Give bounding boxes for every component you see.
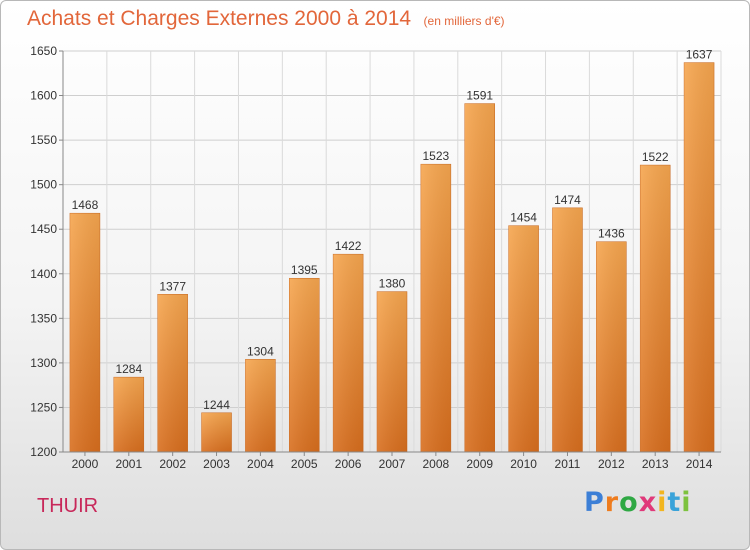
logo-letter: r bbox=[604, 487, 620, 518]
y-tick-label: 1250 bbox=[30, 400, 57, 414]
x-tick-label: 2014 bbox=[686, 457, 713, 471]
bar-value-label: 1637 bbox=[686, 48, 713, 62]
y-tick-label: 1400 bbox=[30, 267, 57, 281]
x-tick-label: 2000 bbox=[72, 457, 99, 471]
bar-value-label: 1523 bbox=[423, 149, 450, 163]
bar-shade bbox=[508, 225, 539, 452]
y-tick-label: 1600 bbox=[30, 89, 57, 103]
x-tick-label: 2004 bbox=[247, 457, 274, 471]
logo-letter: i bbox=[681, 487, 692, 518]
bar-shade bbox=[640, 165, 671, 452]
y-tick-label: 1300 bbox=[30, 356, 57, 370]
y-tick-label: 1500 bbox=[30, 178, 57, 192]
logo-letter: i bbox=[657, 487, 668, 518]
chart-subtitle: (en milliers d'€) bbox=[423, 14, 505, 28]
x-tick-label: 2010 bbox=[510, 457, 537, 471]
bar-shade bbox=[596, 241, 627, 452]
bars-layer: 1468 1284 1377 1244 1304 1395 1422 1380 1523 1591… bbox=[69, 48, 715, 453]
bar-shade bbox=[684, 62, 715, 453]
bar-value-label: 1522 bbox=[642, 150, 669, 164]
x-tick-label: 2001 bbox=[115, 457, 142, 471]
bar-value-label: 1244 bbox=[203, 398, 230, 412]
logo-letter: o bbox=[619, 487, 639, 518]
x-tick-label: 2013 bbox=[642, 457, 669, 471]
bar-value-label: 1304 bbox=[247, 344, 274, 358]
bar-shade bbox=[157, 294, 188, 452]
bar-value-label: 1377 bbox=[159, 279, 186, 293]
axis-layer: 1200 1250 1300 1350 1400 1450 1500 1550 1600 1650… bbox=[30, 44, 721, 471]
y-tick-label: 1450 bbox=[30, 222, 57, 236]
bar-value-label: 1380 bbox=[379, 277, 406, 291]
x-tick-label: 2009 bbox=[466, 457, 493, 471]
chart-title: Achats et Charges Externes 2000 à 2014 bbox=[27, 7, 412, 30]
logo-letter: t bbox=[667, 487, 682, 518]
x-tick-label: 2005 bbox=[291, 457, 318, 471]
bar-value-label: 1436 bbox=[598, 227, 625, 241]
bar-shade bbox=[420, 164, 451, 452]
bar-shade bbox=[201, 412, 232, 452]
y-tick-label: 1350 bbox=[30, 311, 57, 325]
bar-value-label: 1454 bbox=[510, 211, 537, 225]
bar-shade bbox=[464, 103, 495, 452]
bar-shade bbox=[245, 359, 276, 452]
bar-shade bbox=[69, 213, 100, 452]
bar-shade bbox=[113, 377, 144, 452]
bar-value-label: 1591 bbox=[466, 89, 493, 103]
proxiti-logo: Proxiti bbox=[584, 487, 692, 518]
x-tick-label: 2002 bbox=[159, 457, 186, 471]
y-tick-label: 1650 bbox=[30, 44, 57, 58]
bar-shade bbox=[377, 291, 407, 452]
logo-letter: P bbox=[584, 487, 605, 518]
place-name: THUIR bbox=[37, 495, 99, 517]
bar-shade bbox=[289, 278, 320, 452]
x-tick-label: 2006 bbox=[335, 457, 362, 471]
x-tick-label: 2007 bbox=[379, 457, 406, 471]
x-tick-label: 2008 bbox=[423, 457, 450, 471]
x-tick-label: 2003 bbox=[203, 457, 230, 471]
x-tick-label: 2011 bbox=[555, 457, 581, 471]
bar-value-label: 1422 bbox=[335, 239, 362, 253]
y-tick-label: 1550 bbox=[30, 133, 57, 147]
bar-value-label: 1474 bbox=[554, 193, 581, 207]
bar-value-label: 1395 bbox=[291, 263, 318, 277]
bar-shade bbox=[333, 254, 364, 452]
x-tick-label: 2012 bbox=[598, 457, 625, 471]
bar-shade bbox=[552, 207, 583, 452]
logo-letter: x bbox=[638, 487, 658, 518]
y-tick-label: 1200 bbox=[30, 445, 57, 459]
bar-value-label: 1284 bbox=[115, 362, 142, 376]
chart-title-row: Achats et Charges Externes 2000 à 2014 (… bbox=[27, 7, 505, 31]
bar-value-label: 1468 bbox=[72, 198, 99, 212]
